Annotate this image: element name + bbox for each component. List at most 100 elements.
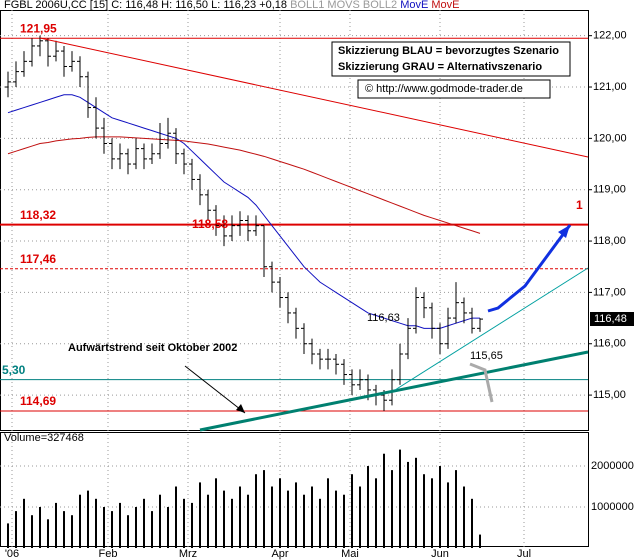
volume-bar <box>431 478 433 548</box>
source-box <box>357 79 551 99</box>
y-tick-label: 115,00 <box>593 389 626 401</box>
header-ind: MovE <box>400 0 428 11</box>
header-symbol: FGBL 2006U,CC [15] <box>4 0 108 11</box>
volume-bar <box>127 515 129 548</box>
volume-bar <box>207 494 209 548</box>
volume-bar <box>191 502 193 548</box>
volume-bar <box>391 470 393 548</box>
volume-label: Volume=327468 <box>4 432 84 444</box>
header: FGBL 2006U,CC [15] C: 116,48 H: 116,50 L… <box>4 0 460 11</box>
moving-average <box>7 136 481 234</box>
x-tick-label: '06 <box>5 548 19 560</box>
volume-bar <box>247 494 249 548</box>
annotation: 116,63 <box>367 312 400 324</box>
volume-bar <box>95 498 97 548</box>
x-tick-label: Apr <box>271 548 288 560</box>
volume-bar <box>47 519 49 548</box>
volume-bar <box>15 511 17 548</box>
volume-bar <box>439 466 441 548</box>
volume-bar <box>87 490 89 548</box>
volume-bar <box>359 486 361 548</box>
volume-bar <box>407 461 409 548</box>
moving-average <box>7 94 480 329</box>
volume-bar <box>79 494 81 548</box>
volume-bar <box>31 515 33 548</box>
volume-bar <box>295 482 297 548</box>
arrow-head <box>558 225 570 238</box>
grey-scenario <box>469 362 494 403</box>
volume-bar <box>335 490 337 548</box>
legend-line: Skizzierung GRAU = Alternativszenario <box>338 61 542 73</box>
blue-scenario <box>487 224 572 313</box>
level-label: 5,30 <box>2 363 26 377</box>
volume-bar <box>167 507 169 548</box>
x-tick-label: Mai <box>341 548 359 560</box>
level-label: 118,32 <box>20 208 56 222</box>
volume-bar <box>175 486 177 548</box>
x-tick-label: Jun <box>431 548 449 560</box>
volume-bar <box>463 486 465 548</box>
volume-bar <box>455 470 457 548</box>
volume-bar <box>367 466 369 548</box>
volume-bar <box>183 498 185 548</box>
volume-bar <box>255 474 257 548</box>
volume-bar <box>351 474 353 548</box>
volume-bar <box>383 453 385 548</box>
y-tick-label: 119,00 <box>593 184 626 196</box>
source: © http://www.godmode-trader.de <box>365 83 523 95</box>
volume-bar <box>271 486 273 548</box>
volume-bar <box>119 502 121 548</box>
pointer <box>184 365 246 414</box>
annotation: 115,65 <box>470 350 503 362</box>
uptrend-line <box>199 350 589 432</box>
v-tick-label: 2000000 <box>591 460 634 472</box>
volume-bar <box>447 482 449 548</box>
last-price: 116,48 <box>594 313 627 325</box>
level-label: 121,95 <box>20 21 57 35</box>
header-ind: BOLL2 <box>363 0 397 11</box>
volume-bar <box>199 482 201 548</box>
volume-bar <box>319 498 321 548</box>
y-tick-label: 121,00 <box>593 81 627 93</box>
legend-box <box>331 41 571 77</box>
volume-bar <box>311 486 313 548</box>
volume-panel <box>0 432 589 547</box>
y-tick-label: 116,00 <box>593 338 626 350</box>
header-ind: MOVS <box>327 0 359 11</box>
volume-bar <box>479 534 481 548</box>
downtrend-line <box>39 37 589 158</box>
volume-bar <box>143 498 145 548</box>
volume-bar <box>159 494 161 548</box>
volume-bar <box>23 498 25 548</box>
volume-bar <box>375 478 377 548</box>
pointer-head <box>236 404 245 413</box>
volume-bar <box>223 490 225 548</box>
volume-bar <box>263 470 265 548</box>
header-quote: C: 116,48 H: 116,50 L: 116,23 +0,18 <box>111 0 287 11</box>
y-tick-label: 117,00 <box>593 286 626 298</box>
v-tick-label: 1000000 <box>591 501 634 513</box>
volume-bar <box>215 478 217 548</box>
price-panel <box>0 10 589 431</box>
volume-bar <box>343 494 345 548</box>
volume-bar <box>63 511 65 548</box>
volume-bar <box>103 507 105 548</box>
volume-bar <box>399 449 401 548</box>
volume-bar <box>287 490 289 548</box>
annotation: 118,58 <box>192 217 228 231</box>
volume-bar <box>231 498 233 548</box>
legend-line: Skizzierung BLAU = bevorzugtes Szenario <box>338 45 559 57</box>
volume-bar <box>239 486 241 548</box>
volume-bar <box>39 507 41 548</box>
volume-bar <box>279 478 281 548</box>
volume-bar <box>151 511 153 548</box>
y-tick-label: 122,00 <box>593 30 627 42</box>
y-tick-label: 118,00 <box>593 235 626 247</box>
volume-bar <box>303 494 305 548</box>
volume-bar <box>471 498 473 548</box>
x-tick-label: Jul <box>517 548 531 560</box>
y-tick-label: 120,00 <box>593 132 627 144</box>
level-label: 117,46 <box>20 252 56 266</box>
volume-bar <box>71 515 73 548</box>
